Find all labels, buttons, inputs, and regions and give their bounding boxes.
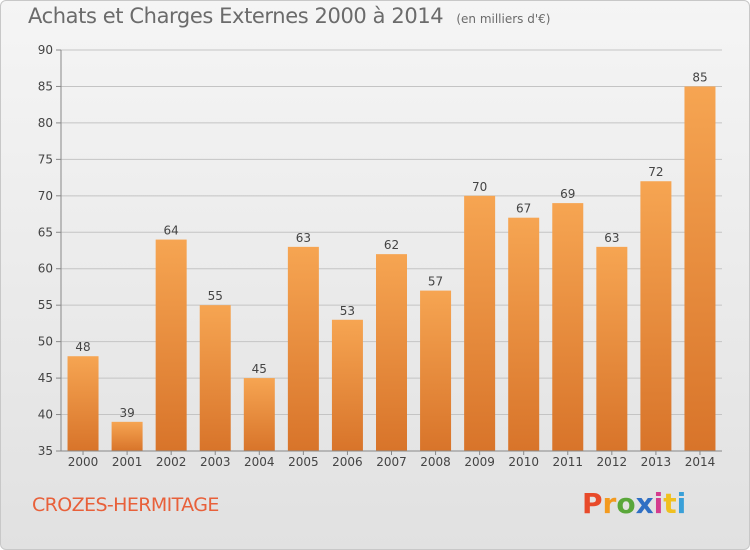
bar <box>684 86 716 452</box>
bar-value-label: 63 <box>296 231 311 245</box>
proxiti-logo: Proxiti <box>582 487 686 520</box>
bar-value-label: 63 <box>604 231 619 245</box>
logo-letter: i <box>676 487 687 520</box>
logo-letter: r <box>602 487 617 520</box>
bar-value-label: 70 <box>472 180 487 194</box>
bar-value-label: 62 <box>384 238 399 252</box>
x-tick-label: 2012 <box>597 455 628 469</box>
chart-title: Achats et Charges Externes 2000 à 2014 <box>28 4 444 28</box>
logo-letter: o <box>616 487 636 520</box>
logo-letter: t <box>663 487 677 520</box>
x-tick-label: 2014 <box>685 455 716 469</box>
bar <box>243 378 275 451</box>
y-tick-label: 60 <box>38 262 53 276</box>
logo-letter: i <box>653 487 664 520</box>
y-tick-label: 65 <box>38 225 53 239</box>
x-tick-label: 2013 <box>641 455 672 469</box>
bar <box>596 246 628 451</box>
y-tick-label: 55 <box>38 298 53 312</box>
chart-unit: (en milliers d'€) <box>456 12 551 26</box>
x-tick-label: 2006 <box>332 455 363 469</box>
y-tick-label: 80 <box>38 116 53 130</box>
bar-value-label: 72 <box>648 165 663 179</box>
bar <box>640 181 672 451</box>
x-tick-label: 2011 <box>552 455 583 469</box>
bar <box>508 217 540 451</box>
bar <box>111 421 143 451</box>
bar-value-label: 53 <box>340 304 355 318</box>
bar <box>67 356 99 451</box>
bar <box>155 239 187 451</box>
x-tick-label: 2002 <box>156 455 187 469</box>
y-tick-label: 85 <box>38 79 53 93</box>
bar <box>420 290 452 451</box>
y-tick-label: 35 <box>38 444 53 458</box>
x-tick-label: 2008 <box>420 455 451 469</box>
x-tick-label: 2000 <box>68 455 99 469</box>
bar-value-label: 48 <box>75 340 90 354</box>
value-labels: 48 39 64 55 45 63 53 62 57 70 67 69 63 72 85 <box>75 70 707 419</box>
bar-value-label: 64 <box>164 224 179 238</box>
bar-value-label: 55 <box>208 289 223 303</box>
x-tick-label: 2004 <box>244 455 275 469</box>
y-tick-label: 40 <box>38 408 53 422</box>
bar <box>464 195 496 451</box>
bar-value-label: 39 <box>119 406 134 420</box>
y-tick-label: 70 <box>38 189 53 203</box>
bar <box>199 305 231 451</box>
logo-letter: P <box>582 487 603 520</box>
axes: 35 40 45 50 55 60 65 70 75 80 85 90 2000 2001 2002 2003… <box>38 43 722 469</box>
bar-value-label: 69 <box>560 187 575 201</box>
bar <box>552 203 584 451</box>
bar <box>331 319 363 451</box>
logo-letter: x <box>635 487 654 520</box>
x-tick-label: 2001 <box>112 455 143 469</box>
chart-title-block: Achats et Charges Externes 2000 à 2014 (… <box>28 4 550 28</box>
bar <box>287 246 319 451</box>
bar-value-label: 57 <box>428 275 443 289</box>
bar-value-label: 45 <box>252 362 267 376</box>
x-tick-label: 2005 <box>288 455 319 469</box>
y-tick-label: 45 <box>38 371 53 385</box>
location-label: CROZES-HERMITAGE <box>32 494 219 516</box>
x-tick-label: 2003 <box>200 455 231 469</box>
bar-value-label: 85 <box>692 70 707 84</box>
bars <box>67 86 716 452</box>
x-tick-label: 2010 <box>508 455 539 469</box>
y-tick-label: 90 <box>38 43 53 57</box>
y-tick-label: 75 <box>38 152 53 166</box>
y-tick-label: 50 <box>38 335 53 349</box>
x-tick-label: 2009 <box>464 455 495 469</box>
bar-value-label: 67 <box>516 202 531 216</box>
x-tick-label: 2007 <box>376 455 407 469</box>
bar <box>376 254 407 451</box>
